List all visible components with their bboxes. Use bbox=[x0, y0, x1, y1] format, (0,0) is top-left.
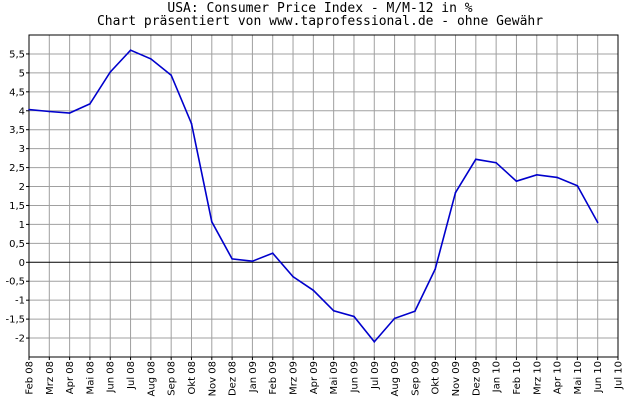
data-point bbox=[495, 161, 497, 164]
data-point bbox=[454, 191, 457, 194]
data-point bbox=[475, 158, 477, 161]
x-tick-label: Okt 09 bbox=[431, 361, 442, 395]
y-tick-label: -2 bbox=[15, 334, 25, 345]
data-point bbox=[251, 260, 254, 262]
plot-border bbox=[28, 34, 619, 358]
y-tick-label: -1 bbox=[15, 296, 25, 307]
x-tick-label: Sep 08 bbox=[167, 361, 178, 396]
x-tick-label: Mrz 10 bbox=[532, 361, 543, 395]
x-tick-label: Okt 08 bbox=[187, 361, 198, 395]
y-tick-label: 3,5 bbox=[9, 125, 25, 136]
data-point bbox=[210, 220, 213, 223]
x-tick-label: Nov 08 bbox=[207, 361, 218, 396]
x-tick-label: Jun 10 bbox=[593, 361, 604, 394]
y-tick-label: 2 bbox=[19, 182, 25, 193]
x-tick-label: Feb 09 bbox=[268, 361, 279, 395]
chart-subtitle: Chart präsentiert von www.taprofessional… bbox=[96, 14, 544, 29]
data-point bbox=[596, 221, 599, 224]
y-tick-label: 4 bbox=[19, 106, 25, 117]
x-tick-label: Nov 09 bbox=[451, 361, 462, 396]
x-tick-label: Mai 10 bbox=[573, 361, 584, 394]
x-tick-label: Mai 08 bbox=[85, 361, 96, 394]
y-tick-label: 0,5 bbox=[9, 239, 25, 250]
y-tick-label: 5 bbox=[19, 68, 25, 79]
data-point bbox=[353, 315, 355, 318]
data-point bbox=[48, 110, 51, 113]
x-tick-label: Apr 08 bbox=[65, 361, 76, 394]
y-tick-label: 2,5 bbox=[9, 163, 25, 174]
data-point bbox=[109, 71, 112, 73]
x-tick-label: Dez 09 bbox=[471, 361, 482, 396]
y-tick-label: 3 bbox=[19, 144, 25, 155]
data-point bbox=[576, 184, 579, 187]
x-tick-label: Mrz 09 bbox=[289, 361, 300, 395]
data-point bbox=[434, 268, 437, 270]
data-point bbox=[271, 252, 274, 255]
y-tick-label: 1,5 bbox=[9, 201, 25, 212]
y-tick-label: -1,5 bbox=[5, 315, 25, 326]
data-point bbox=[170, 74, 172, 76]
x-tick-label: Jun 08 bbox=[106, 361, 117, 394]
x-tick-label: Sep 09 bbox=[410, 361, 421, 396]
y-tick-label: 4,5 bbox=[9, 87, 25, 98]
x-tick-label: Jul 08 bbox=[126, 361, 137, 390]
data-point bbox=[312, 289, 315, 292]
x-tick-label: Dez 08 bbox=[228, 361, 239, 396]
data-point bbox=[292, 275, 294, 278]
x-tick-label: Mai 09 bbox=[329, 361, 340, 394]
x-tick-label: Aug 08 bbox=[146, 361, 157, 396]
data-point bbox=[231, 258, 233, 260]
x-tick-label: Jan 10 bbox=[492, 361, 503, 393]
data-point bbox=[393, 317, 396, 320]
x-tick-label: Jul 09 bbox=[370, 361, 381, 390]
data-point bbox=[28, 108, 30, 111]
y-tick-label: 5,5 bbox=[9, 49, 25, 60]
data-point bbox=[414, 310, 416, 312]
chart-title: USA: Consumer Price Index - M/M-12 in % bbox=[167, 1, 473, 16]
y-tick-label: 1 bbox=[19, 220, 25, 231]
data-point bbox=[556, 176, 558, 179]
data-point bbox=[332, 309, 335, 312]
x-tick-label: Apr 10 bbox=[553, 361, 564, 394]
data-point bbox=[89, 103, 91, 105]
x-tick-label: Feb 08 bbox=[25, 361, 36, 395]
data-point bbox=[150, 58, 152, 60]
data-point bbox=[373, 341, 376, 343]
x-tick-label: Jun 09 bbox=[349, 361, 360, 394]
x-tick-label: Mrz 08 bbox=[45, 361, 56, 395]
x-tick-label: Apr 09 bbox=[309, 361, 320, 394]
x-tick-label: Feb 10 bbox=[512, 361, 523, 395]
data-point bbox=[515, 180, 518, 183]
x-tick-label: Jan 09 bbox=[248, 361, 259, 393]
data-point bbox=[190, 122, 193, 125]
x-tick-label: Aug 09 bbox=[390, 361, 401, 396]
x-tick-label: Jul 10 bbox=[614, 361, 625, 390]
y-tick-label: 0 bbox=[19, 258, 25, 269]
data-point bbox=[535, 173, 538, 176]
data-point bbox=[68, 112, 71, 114]
y-tick-label: -0,5 bbox=[5, 277, 25, 288]
data-point bbox=[129, 49, 132, 51]
